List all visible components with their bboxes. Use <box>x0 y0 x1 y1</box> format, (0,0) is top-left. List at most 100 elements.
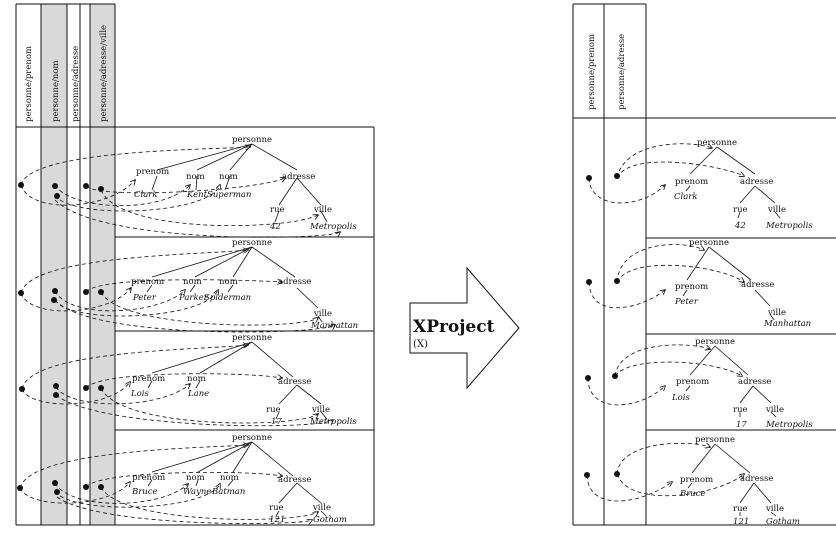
node-prenom: prenom <box>132 473 165 483</box>
pointer-arcs <box>587 344 742 406</box>
node-prenom: prenom <box>680 475 713 485</box>
leaf-value: Manhattan <box>763 319 811 329</box>
left-record-3: personne prenom nom adresse Lois Lane ru… <box>19 333 357 427</box>
node-rue: rue <box>266 405 281 415</box>
node-rue: rue <box>270 205 285 215</box>
leaf-value: Manhattan <box>310 321 358 331</box>
node-ville: ville <box>767 205 786 215</box>
node-prenom: prenom <box>131 277 164 287</box>
node-personne: personne <box>232 333 272 343</box>
node-rue: rue <box>733 405 748 415</box>
leaf-value: Metropolis <box>765 221 813 231</box>
node-ville: ville <box>311 405 330 415</box>
node-adresse: adresse <box>738 377 771 387</box>
left-col-header-prenom: personne/prenom <box>24 46 34 122</box>
node-nom: nom <box>186 473 205 483</box>
leaf-value: Metropolis <box>765 420 813 430</box>
node-adresse: adresse <box>278 475 311 485</box>
node-personne: personne <box>697 138 737 148</box>
node-ville: ville <box>765 504 784 514</box>
leaf-value: Lois <box>671 393 690 403</box>
node-ville: ville <box>767 308 786 318</box>
leaf-value: 121 <box>269 515 285 525</box>
leaf-value: Gotham <box>313 515 347 525</box>
node-rue: rue <box>269 503 284 513</box>
node-adresse: adresse <box>740 177 773 187</box>
node-prenom: prenom <box>675 282 708 292</box>
leaf-value: Peter <box>674 297 699 307</box>
right-record-4: personne prenom adresse Bruce rue ville … <box>584 435 800 527</box>
node-ville: ville <box>313 309 332 319</box>
leaf-value: Peter <box>132 293 157 303</box>
node-adresse: adresse <box>741 280 774 290</box>
leaf-value: Spiderman <box>204 293 251 303</box>
pointer-arcs <box>588 143 744 204</box>
pointer-arcs <box>20 250 335 333</box>
node-prenom: prenom <box>675 177 708 187</box>
xproject-arrow: XProject (X) <box>409 266 520 390</box>
node-nom: nom <box>220 473 239 483</box>
node-prenom: prenom <box>132 374 165 384</box>
leaf-value: 121 <box>733 517 749 527</box>
node-nom: nom <box>183 277 202 287</box>
node-ville: ville <box>765 405 784 415</box>
pointer-arcs <box>19 445 318 524</box>
node-personne: personne <box>232 135 272 145</box>
pointer-arcs <box>586 443 744 502</box>
right-col-header-adresse: personne/adresse <box>617 34 627 110</box>
node-nom: nom <box>186 172 205 182</box>
node-adresse: adresse <box>282 172 315 182</box>
node-adresse: adresse <box>278 277 311 287</box>
leaf-value: Bruce <box>679 489 706 499</box>
node-personne: personne <box>695 337 735 347</box>
node-prenom: prenom <box>136 167 169 177</box>
node-nom: nom <box>219 172 238 182</box>
leaf-value: Clark <box>674 192 698 202</box>
leaf-value: Gotham <box>766 517 800 527</box>
node-rue: rue <box>733 504 748 514</box>
node-personne: personne <box>689 238 729 248</box>
leaf-value: Bruce <box>131 487 158 497</box>
left-record-2: personne prenom nom nom adresse Peter Pa… <box>18 238 358 333</box>
left-col-header-adresse: personne/adresse <box>71 46 81 122</box>
node-ville: ville <box>312 503 331 513</box>
right-record-3: personne prenom adresse Lois rue ville 1… <box>585 337 813 430</box>
pointer-arcs <box>588 244 744 309</box>
leaf-value: 42 <box>269 222 281 232</box>
leaf-value: Kent <box>186 190 208 200</box>
node-adresse: adresse <box>278 377 311 387</box>
node-nom: nom <box>219 277 238 287</box>
left-col-header-nom: personne/nom <box>51 60 61 122</box>
node-adresse: adresse <box>740 474 773 484</box>
node-personne: personne <box>695 435 735 445</box>
right-record-1: personne prenom adresse Clark rue ville … <box>586 138 813 231</box>
leaf-value: Metropolis <box>309 417 357 427</box>
right-col-header-prenom: personne/prenom <box>587 34 597 110</box>
leaf-value: Lane <box>187 389 209 399</box>
right-table: personne/prenom personne/adresse <box>572 3 836 526</box>
leaf-value: Lois <box>130 389 149 399</box>
left-table: personne/prenom personne/nom personne/ad… <box>15 3 375 526</box>
left-col-header-ville: personne/adresse/ville <box>99 25 109 122</box>
leaf-value: Batman <box>211 487 245 497</box>
right-record-2: personne prenom adresse Peter ville Manh… <box>586 238 811 329</box>
node-personne: personne <box>232 433 272 443</box>
leaf-value: Clark <box>134 190 158 200</box>
pointer-arcs <box>20 147 340 238</box>
leaf-value: Parker <box>178 293 209 303</box>
pointer-arcs <box>21 345 333 427</box>
left-col-shade-nom <box>41 4 67 525</box>
xproject-sublabel: (X) <box>413 339 428 350</box>
left-record-1: personne prenom nom nom adresse Clark Ke… <box>18 135 357 238</box>
leaf-value: 17 <box>736 420 747 430</box>
leaf-value: Superman <box>207 190 251 200</box>
leaf-value: 42 <box>734 221 746 231</box>
left-record-4: personne prenom nom nom adresse Bruce Wa… <box>17 433 347 525</box>
node-nom: nom <box>187 374 206 384</box>
node-prenom: prenom <box>676 377 709 387</box>
leaf-value: Wayne <box>183 487 211 497</box>
leaf-value: Metropolis <box>309 222 357 232</box>
node-rue: rue <box>733 205 748 215</box>
